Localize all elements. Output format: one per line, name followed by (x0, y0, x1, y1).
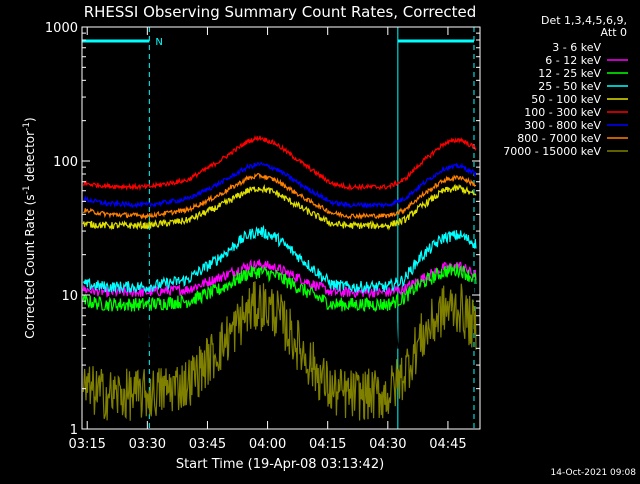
series-line (83, 161, 477, 209)
plot-frame (81, 26, 481, 430)
x-tick-label: 04:00 (249, 437, 286, 452)
y-axis-label-base: Corrected Count Rate (s (23, 194, 37, 338)
legend-label: 50 - 100 keV (531, 93, 601, 106)
legend-label: 3 - 6 keV (552, 41, 601, 54)
x-tick-label: 04:15 (309, 437, 346, 452)
series-line (82, 183, 477, 231)
series-line (83, 172, 477, 220)
x-tick-label: 04:30 (369, 437, 406, 452)
series-lines (82, 135, 477, 421)
y-axis-label-mid: detector (23, 131, 37, 186)
legend-label: 800 - 7000 keV (517, 132, 601, 145)
legend-label: 6 - 12 keV (545, 54, 601, 67)
legend-label: 100 - 300 keV (524, 106, 601, 119)
night-marker: N (155, 37, 162, 48)
series-line (82, 255, 477, 359)
axes: 03:15 03:30 03:45 04:00 04:15 04:30 04:45 1 10 10… (45, 21, 480, 452)
legend-title: Att 0 (601, 26, 627, 39)
x-tick-label: 04:45 (429, 437, 466, 452)
y-axis-label-end: ) (23, 117, 37, 122)
y-tick-label: 10 (61, 289, 78, 304)
y-axis-label-exp2: -1 (22, 122, 32, 131)
legend-label: 7000 - 15000 keV (503, 145, 601, 158)
y-tick-label: 1 (70, 423, 78, 438)
x-tick-label: 03:30 (129, 437, 166, 452)
y-tick-label: 100 (53, 155, 78, 170)
legend-label: 12 - 25 keV (538, 67, 601, 80)
legend-label: 300 - 800 keV (524, 119, 601, 132)
legend-label: 25 - 50 keV (538, 80, 601, 93)
y-axis-label: Corrected Count Rate (s-1 detector-1) (22, 117, 37, 338)
footer-date: 14-Oct-2021 09:08 (551, 468, 637, 478)
series-line (82, 224, 477, 294)
y-axis-label-exp1: -1 (22, 185, 32, 194)
series-line (82, 281, 477, 421)
x-axis-label: Start Time (19-Apr-08 03:13:42) (176, 457, 384, 472)
x-tick-label: 03:15 (68, 437, 105, 452)
legend-title: Det 1,3,4,5,6,9, (541, 14, 627, 27)
series-line (82, 263, 477, 313)
x-tick-label: 03:45 (189, 437, 226, 452)
y-tick-label: 1000 (45, 21, 78, 36)
chart-title: RHESSI Observing Summary Count Rates, Co… (84, 3, 477, 21)
series-line (82, 135, 477, 192)
